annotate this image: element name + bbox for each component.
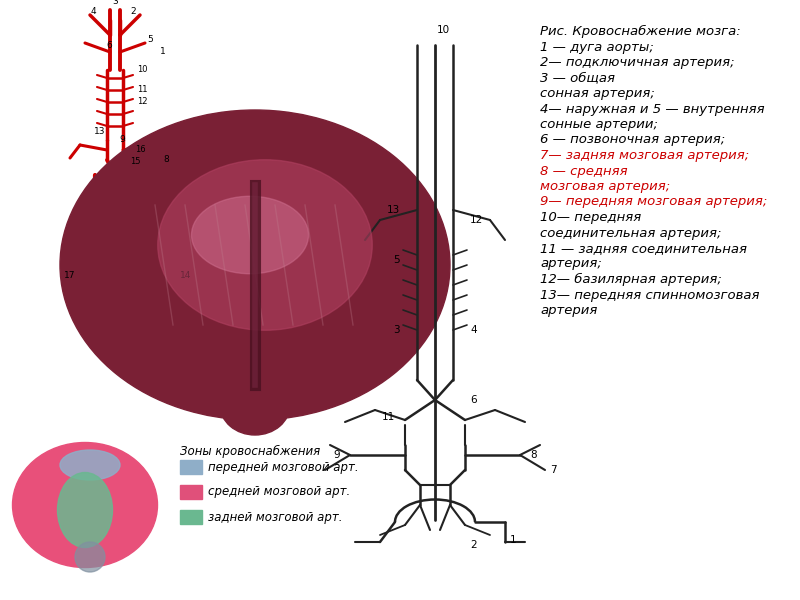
Text: 2: 2: [470, 540, 477, 550]
Text: 5: 5: [147, 35, 153, 44]
Ellipse shape: [220, 375, 290, 435]
Text: 13: 13: [94, 127, 105, 136]
Text: 6: 6: [106, 40, 112, 49]
Text: 4: 4: [470, 325, 477, 335]
Text: сонная артерия;: сонная артерия;: [540, 87, 655, 100]
Text: артерия: артерия: [540, 304, 598, 317]
Text: 14: 14: [180, 271, 191, 280]
Text: 8: 8: [163, 155, 169, 164]
Text: 5: 5: [394, 255, 400, 265]
Text: 2: 2: [130, 7, 136, 16]
Text: 3: 3: [394, 325, 400, 335]
Text: соединительная артерия;: соединительная артерия;: [540, 226, 722, 239]
Text: 11 — задняя соединительная: 11 — задняя соединительная: [540, 242, 747, 255]
Text: мозговая артерия;: мозговая артерия;: [540, 180, 670, 193]
Text: 6 — позвоночная артерия;: 6 — позвоночная артерия;: [540, 133, 726, 146]
Ellipse shape: [58, 473, 113, 547]
Ellipse shape: [60, 110, 450, 420]
Text: 13— передняя спинномозговая: 13— передняя спинномозговая: [540, 289, 759, 301]
Text: 9: 9: [119, 134, 125, 143]
Ellipse shape: [75, 542, 105, 572]
Text: 16: 16: [135, 145, 146, 154]
Text: 15: 15: [130, 157, 141, 166]
Text: 1 — дуга аорты;: 1 — дуга аорты;: [540, 40, 654, 53]
Ellipse shape: [158, 160, 372, 330]
Ellipse shape: [60, 450, 120, 480]
Bar: [180, 460, 202, 474]
Text: 4: 4: [90, 7, 96, 16]
Text: 7: 7: [550, 465, 557, 475]
Text: 8: 8: [530, 450, 537, 460]
Text: передней мозговой арт.: передней мозговой арт.: [208, 461, 358, 473]
Text: 2— подключичная артерия;: 2— подключичная артерия;: [540, 56, 734, 69]
Text: сонные артерии;: сонные артерии;: [540, 118, 658, 131]
Text: 1: 1: [510, 535, 517, 545]
Text: 9— передняя мозговая артерия;: 9— передняя мозговая артерия;: [540, 196, 767, 208]
Text: 11: 11: [382, 412, 395, 422]
Text: 12: 12: [470, 215, 483, 225]
Ellipse shape: [13, 443, 158, 568]
Text: Зоны кровоснабжения: Зоны кровоснабжения: [180, 445, 320, 458]
Text: 3 — общая: 3 — общая: [540, 71, 615, 85]
Text: средней мозговой арт.: средней мозговой арт.: [208, 485, 350, 499]
Text: 4— наружная и 5 — внутренняя: 4— наружная и 5 — внутренняя: [540, 103, 765, 115]
Text: 7— задняя мозговая артерия;: 7— задняя мозговая артерия;: [540, 149, 750, 162]
Text: 12— базилярная артерия;: 12— базилярная артерия;: [540, 273, 722, 286]
Text: 17: 17: [64, 271, 76, 280]
Text: артерия;: артерия;: [540, 257, 602, 271]
Ellipse shape: [191, 196, 309, 274]
Bar: [180, 510, 202, 524]
Text: 11: 11: [137, 85, 147, 94]
Text: 8 — средняя: 8 — средняя: [540, 164, 628, 178]
Text: задней мозговой арт.: задней мозговой арт.: [208, 511, 342, 523]
Text: 6: 6: [470, 395, 477, 405]
Text: 10: 10: [137, 65, 147, 74]
Text: 10: 10: [437, 25, 450, 35]
Text: 12: 12: [137, 97, 147, 107]
Text: 9: 9: [334, 450, 340, 460]
Text: 3: 3: [112, 0, 118, 6]
Text: 10— передняя: 10— передняя: [540, 211, 642, 224]
Text: 13: 13: [386, 205, 400, 215]
Bar: [180, 485, 202, 499]
Text: 1: 1: [160, 47, 166, 56]
Text: Рис. Кровоснабжение мозга:: Рис. Кровоснабжение мозга:: [540, 25, 741, 38]
